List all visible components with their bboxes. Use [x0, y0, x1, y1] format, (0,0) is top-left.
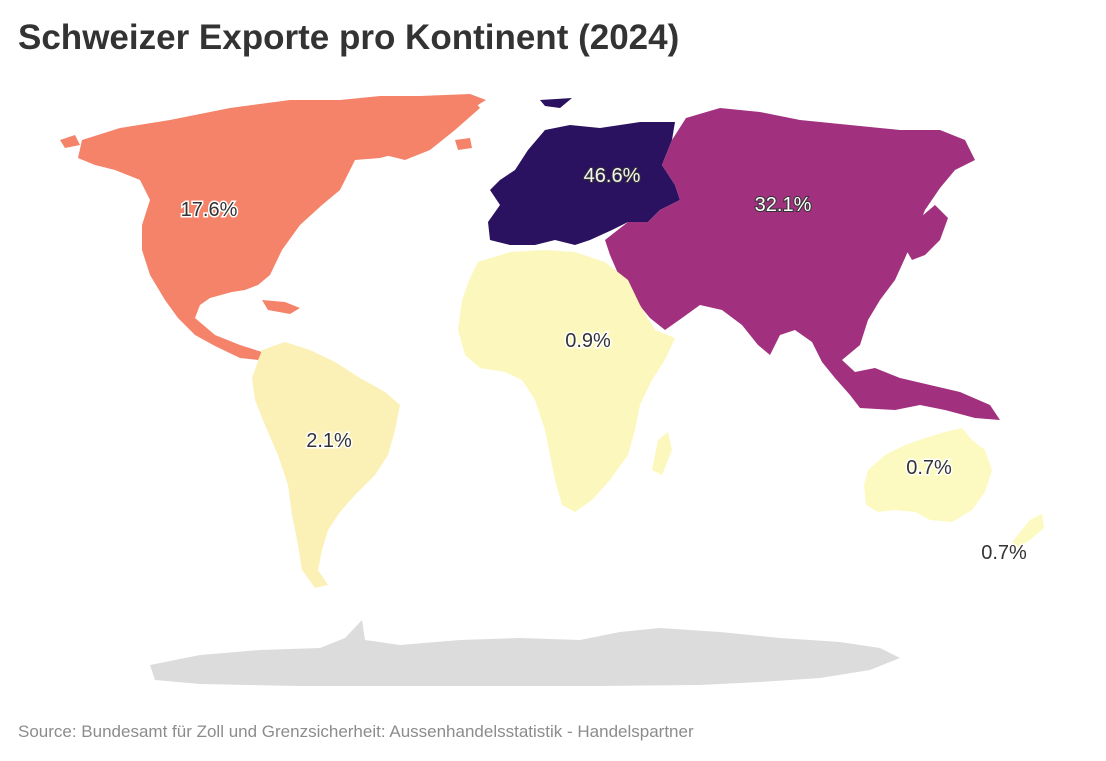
label-north-america: 17.6%	[181, 199, 238, 221]
source-note: Source: Bundesamt für Zoll und Grenzsich…	[18, 722, 694, 741]
region-asia-japan	[905, 205, 948, 260]
region-north-america[interactable]	[78, 94, 486, 360]
region-australia[interactable]	[864, 428, 992, 522]
chart-title: Schweizer Exporte pro Kontinent (2024)	[18, 18, 680, 57]
region-europe[interactable]	[488, 98, 680, 245]
label-africa: 0.9%	[565, 330, 611, 352]
region-south-america[interactable]	[252, 342, 400, 588]
label-australia: 0.7%	[906, 457, 952, 479]
region-greenland	[360, 96, 480, 160]
label-europe: 46.6%	[584, 165, 641, 187]
region-asia[interactable]	[605, 108, 1000, 420]
region-oceania[interactable]	[1012, 514, 1044, 548]
region-africa-madagascar	[652, 432, 672, 475]
label-asia: 32.1%	[755, 194, 812, 216]
label-oceania: 0.7%	[981, 542, 1027, 564]
region-antarctica	[150, 620, 900, 686]
region-africa[interactable]	[458, 250, 675, 512]
label-south-america: 2.1%	[306, 430, 352, 452]
